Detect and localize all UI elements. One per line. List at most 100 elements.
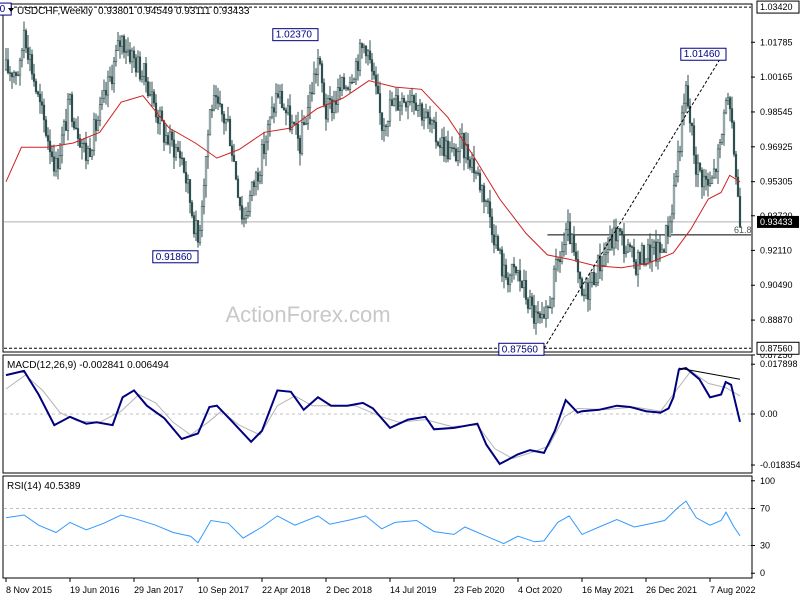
price-reference-lines: 61.8 1.03420 0.87560 0.93433 — [4, 0, 800, 355]
candle — [4, 47, 8, 71]
candle-body — [186, 179, 190, 184]
candle — [664, 224, 668, 254]
candle-body — [318, 57, 322, 65]
candle-body — [452, 147, 456, 150]
annotation-label-box — [680, 47, 727, 61]
candle — [434, 111, 438, 149]
candle — [660, 243, 664, 253]
candle-body — [78, 138, 82, 148]
candle-body — [162, 120, 166, 143]
candle-body — [646, 244, 650, 260]
candle-body — [184, 172, 188, 184]
candle-body — [6, 59, 10, 73]
candle — [188, 179, 192, 214]
candle-body — [532, 305, 536, 324]
price-tick-label: 1.01785 — [760, 37, 793, 47]
candle — [348, 76, 352, 94]
candle — [568, 212, 572, 245]
candle — [616, 227, 620, 251]
x-tick-label: 7 Aug 2022 — [710, 585, 756, 595]
candle — [262, 131, 266, 160]
candle — [582, 288, 586, 302]
candle-body — [86, 148, 90, 161]
candle — [200, 200, 204, 238]
candle-body — [24, 30, 28, 49]
candle-body — [418, 103, 422, 106]
candle — [642, 244, 646, 267]
candle — [438, 137, 442, 156]
candle-body — [554, 259, 558, 270]
candle-body — [638, 252, 642, 264]
candle — [556, 257, 560, 272]
x-tick-label: 16 May 2021 — [582, 585, 634, 595]
candle-body — [380, 112, 384, 131]
candle-body — [406, 101, 410, 108]
candle-body — [612, 227, 616, 249]
candle-body — [544, 306, 548, 319]
candle-body — [142, 63, 146, 77]
candle-body — [138, 56, 142, 80]
candle — [450, 136, 454, 153]
candle — [54, 151, 58, 177]
candle-body — [208, 109, 212, 136]
candle — [462, 132, 466, 171]
candle-body — [552, 268, 556, 300]
candle — [732, 120, 736, 157]
candle — [24, 28, 28, 54]
candle — [444, 136, 448, 163]
candle-body — [372, 70, 376, 76]
candle — [182, 157, 186, 174]
candle-body — [12, 72, 16, 78]
candle-body — [512, 263, 516, 268]
candle — [290, 114, 294, 135]
candle-body — [132, 50, 136, 59]
candle — [312, 61, 316, 95]
candle-body — [688, 105, 692, 124]
candle-body — [506, 277, 510, 285]
candle-body — [238, 197, 242, 207]
candle-body — [94, 119, 98, 131]
candle — [20, 48, 24, 68]
candle-body — [736, 176, 740, 197]
candle-body — [654, 241, 658, 262]
candle — [620, 228, 624, 246]
candle — [42, 98, 46, 133]
candle-body — [352, 78, 356, 83]
candle — [322, 78, 326, 108]
candle — [668, 215, 672, 238]
x-tick-label: 26 Dec 2021 — [646, 585, 697, 595]
candle-body — [482, 185, 486, 202]
rsi-tick-label: 0 — [760, 568, 765, 578]
candle-body — [376, 85, 380, 94]
candle-body — [322, 82, 326, 106]
candle-body — [220, 103, 224, 115]
candle — [38, 83, 42, 114]
candle — [146, 77, 150, 98]
candle-body — [522, 279, 526, 289]
candle — [674, 169, 678, 188]
x-tick-label: 14 Jul 2019 — [390, 585, 437, 595]
candle-body — [572, 234, 576, 253]
candle-body — [690, 122, 694, 127]
candle-body — [576, 259, 580, 273]
candle-body — [568, 221, 572, 244]
candle — [542, 306, 546, 319]
candle-body — [686, 85, 690, 107]
candle — [342, 73, 346, 90]
candle — [136, 50, 140, 73]
candle-body — [230, 145, 234, 156]
candle — [456, 147, 460, 167]
candle-body — [40, 101, 44, 106]
candle — [124, 39, 128, 64]
candle — [644, 258, 648, 267]
candle — [690, 122, 694, 136]
candle — [142, 63, 146, 86]
annotation-label-text: 1.02370 — [276, 30, 313, 41]
candle — [652, 239, 656, 255]
candle — [496, 234, 500, 251]
annotation-label-box — [152, 250, 199, 264]
candle-body — [342, 77, 346, 89]
candle — [562, 232, 566, 257]
candle — [408, 89, 412, 106]
candle-body — [502, 264, 506, 277]
